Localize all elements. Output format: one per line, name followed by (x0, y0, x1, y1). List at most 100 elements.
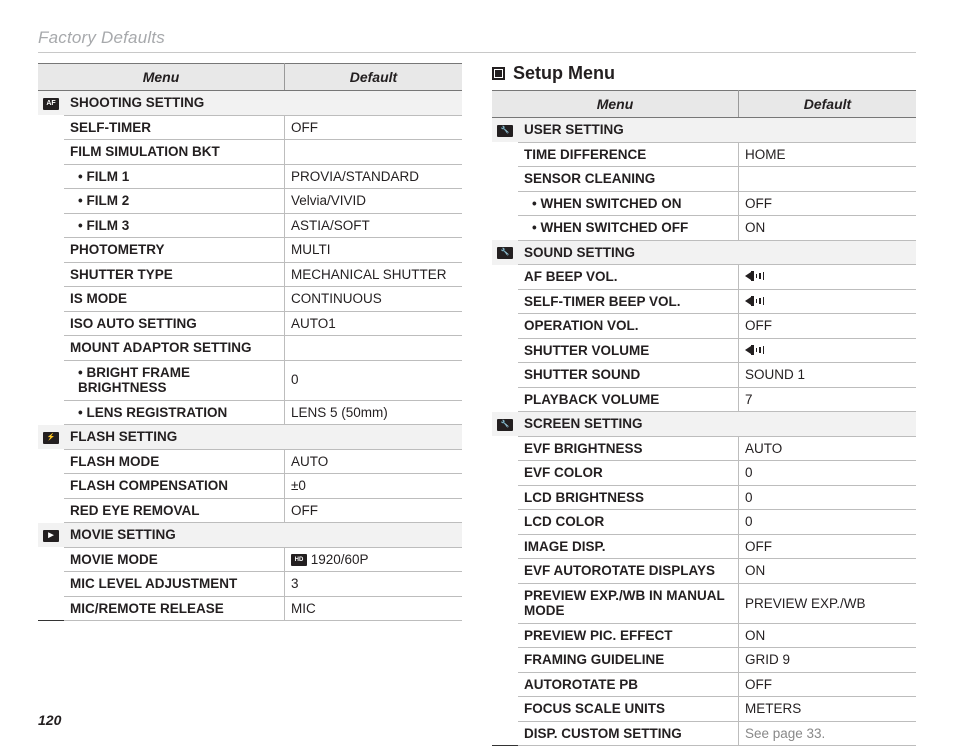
table-row: FILM 3ASTIA/SOFT (38, 213, 462, 238)
spacer-cell (492, 461, 518, 486)
section-title: Setup Menu (513, 63, 615, 84)
menu-label: SENSOR CLEANING (518, 167, 738, 192)
table-row: FILM SIMULATION BKT (38, 140, 462, 165)
spacer-cell (38, 213, 64, 238)
table-row: PREVIEW PIC. EFFECTON (492, 623, 916, 648)
spacer-cell (38, 336, 64, 361)
table-row: FILM 2Velvia/VIVID (38, 189, 462, 214)
menu-label: TIME DIFFERENCE (518, 142, 738, 167)
spacer-cell (492, 387, 518, 412)
menu-label: EVF COLOR (518, 461, 738, 486)
th-default: Default (738, 91, 916, 118)
menu-label: EVF AUTOROTATE DISPLAYS (518, 559, 738, 584)
spacer-cell (38, 262, 64, 287)
table-row: TIME DIFFERENCEHOME (492, 142, 916, 167)
table-row: PHOTOMETRYMULTI (38, 238, 462, 263)
spacer-cell (492, 534, 518, 559)
table-row: ISO AUTO SETTINGAUTO1 (38, 311, 462, 336)
table-row: FRAMING GUIDELINEGRID 9 (492, 648, 916, 673)
menu-sublabel: BRIGHT FRAME BRIGHTNESS (64, 360, 284, 400)
menu-label: EVF BRIGHTNESS (518, 436, 738, 461)
value-cell: AUTO (284, 449, 462, 474)
category-label: SHOOTING SETTING (64, 91, 462, 116)
value-cell: ON (738, 559, 916, 584)
value-cell: MECHANICAL SHUTTER (284, 262, 462, 287)
table-row: FOCUS SCALE UNITSMETERS (492, 697, 916, 722)
table-row: AF SHOOTING SETTING (38, 91, 462, 116)
value-cell: HD 1920/60P (284, 547, 462, 572)
value-cell: ±0 (284, 474, 462, 499)
table-row: MOVIE MODEHD 1920/60P (38, 547, 462, 572)
menu-label: FOCUS SCALE UNITS (518, 697, 738, 722)
section-heading: Setup Menu (492, 63, 916, 84)
spacer-cell (492, 559, 518, 584)
value-cell (738, 167, 916, 192)
table-row: MIC LEVEL ADJUSTMENT3 (38, 572, 462, 597)
spacer-cell (492, 338, 518, 363)
af-icon: AF (43, 98, 59, 110)
columns: Menu Default AFSHOOTING SETTINGSELF-TIME… (38, 63, 916, 746)
page-title: Factory Defaults (38, 28, 916, 48)
table-row: FILM 1PROVIA/STANDARD (38, 164, 462, 189)
left-column: Menu Default AFSHOOTING SETTINGSELF-TIME… (38, 63, 462, 746)
value-cell: Velvia/VIVID (284, 189, 462, 214)
menu-sublabel: FILM 3 (64, 213, 284, 238)
spacer-cell (492, 216, 518, 241)
value-cell: OFF (738, 672, 916, 697)
category-label: MOVIE SETTING (64, 523, 462, 548)
table-row: LENS REGISTRATIONLENS 5 (50mm) (38, 400, 462, 425)
category-label: FLASH SETTING (64, 425, 462, 450)
table-row: EVF BRIGHTNESSAUTO (492, 436, 916, 461)
value-cell: ON (738, 623, 916, 648)
table-row: 🔧SCREEN SETTING (492, 412, 916, 437)
menu-label: LCD BRIGHTNESS (518, 485, 738, 510)
spacer-cell (38, 311, 64, 336)
table-row: BRIGHT FRAME BRIGHTNESS0 (38, 360, 462, 400)
speaker-icon (745, 271, 764, 281)
value-cell: ON (738, 216, 916, 241)
value-cell: 0 (738, 461, 916, 486)
value-cell: OFF (738, 534, 916, 559)
menu-label: SELF-TIMER BEEP VOL. (518, 289, 738, 314)
value-cell: 0 (738, 485, 916, 510)
value-cell: MIC (284, 596, 462, 621)
menu-label: MOUNT ADAPTOR SETTING (64, 336, 284, 361)
category-icon-cell: ⚡ (38, 425, 64, 450)
menu-label: PLAYBACK VOLUME (518, 387, 738, 412)
right-table: Menu Default 🔧USER SETTINGTIME DIFFERENC… (492, 90, 916, 746)
spacer-cell (492, 510, 518, 535)
menu-label: MIC/REMOTE RELEASE (64, 596, 284, 621)
menu-label: FILM SIMULATION BKT (64, 140, 284, 165)
menu-label: SHUTTER SOUND (518, 363, 738, 388)
category-icon-cell: 🔧 (492, 240, 518, 265)
menu-label: FLASH COMPENSATION (64, 474, 284, 499)
table-row: RED EYE REMOVALOFF (38, 498, 462, 523)
right-column: Setup Menu Menu Default 🔧USER SETTINGTIM… (492, 63, 916, 746)
table-row: IS MODECONTINUOUS (38, 287, 462, 312)
table-row: SELF-TIMEROFF (38, 115, 462, 140)
title-rule (38, 52, 916, 53)
category-icon-cell: 🔧 (492, 118, 518, 143)
table-row: LCD COLOR0 (492, 510, 916, 535)
menu-label: FLASH MODE (64, 449, 284, 474)
spacer-cell (492, 363, 518, 388)
spacer-cell (492, 648, 518, 673)
speaker-icon (745, 345, 764, 355)
section-bullet-icon (492, 67, 505, 80)
category-label: SCREEN SETTING (518, 412, 916, 437)
page-number: 120 (38, 712, 61, 728)
value-cell: LENS 5 (50mm) (284, 400, 462, 425)
table-row: PLAYBACK VOLUME7 (492, 387, 916, 412)
spacer-cell (38, 498, 64, 523)
left-table: Menu Default AFSHOOTING SETTINGSELF-TIME… (38, 63, 462, 621)
wrench-icon: 🔧 (497, 125, 513, 137)
value-cell: OFF (284, 115, 462, 140)
table-row: FLASH MODEAUTO (38, 449, 462, 474)
menu-label: AF BEEP VOL. (518, 265, 738, 290)
table-row: DISP. CUSTOM SETTINGSee page 33. (492, 721, 916, 746)
spacer-cell (492, 191, 518, 216)
spacer-cell (492, 289, 518, 314)
wrench-icon: 🔧 (497, 247, 513, 259)
flash-icon: ⚡ (43, 432, 59, 444)
value-cell: 0 (284, 360, 462, 400)
